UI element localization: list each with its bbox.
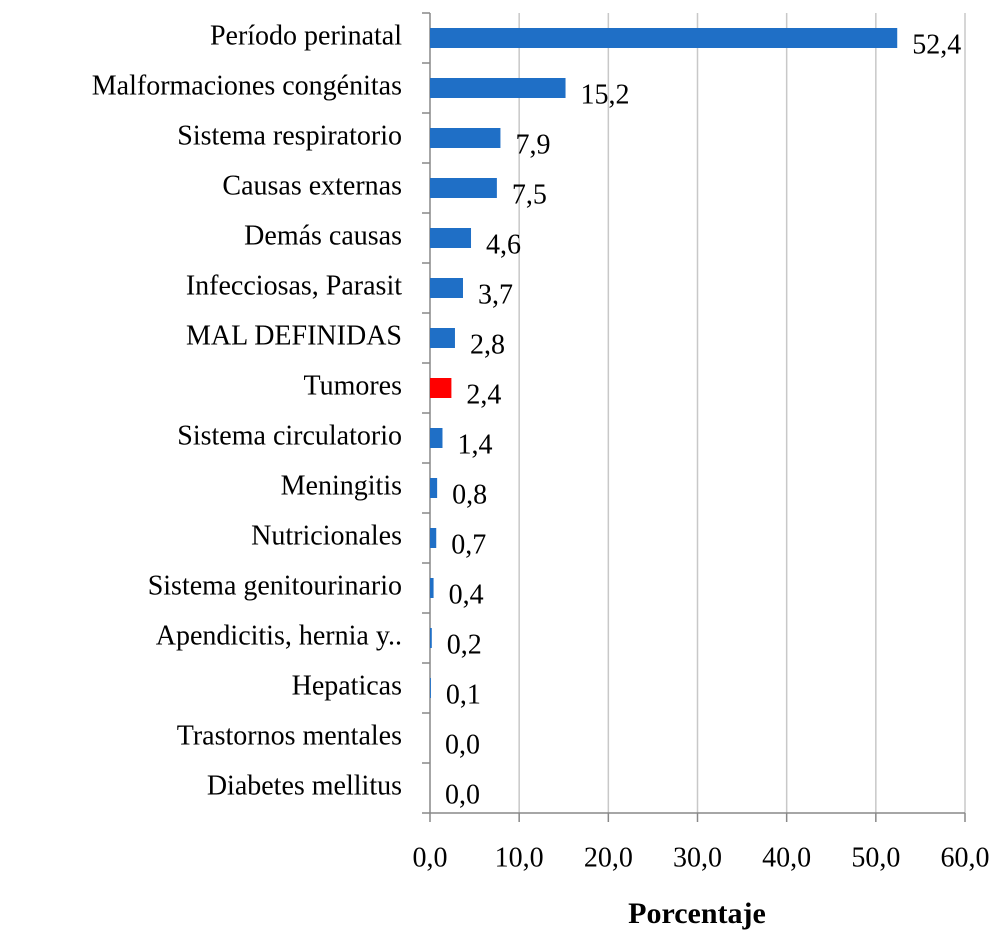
bar xyxy=(430,128,501,148)
bar xyxy=(430,378,452,398)
bar xyxy=(430,78,566,98)
data-label: 0,8 xyxy=(452,479,487,510)
data-label: 4,6 xyxy=(486,229,521,260)
y-tick-label: MAL DEFINIDAS xyxy=(186,320,402,351)
data-label: 1,4 xyxy=(457,429,492,460)
bar xyxy=(430,678,431,698)
x-tick-label: 50,0 xyxy=(851,842,900,873)
y-tick-label: Sistema genitourinario xyxy=(148,570,402,601)
data-label: 7,9 xyxy=(515,129,550,160)
data-label: 0,0 xyxy=(445,779,480,810)
data-label: 3,7 xyxy=(478,279,513,310)
bar xyxy=(430,228,472,248)
y-tick-label: Nutricionales xyxy=(251,520,402,551)
data-label: 0,0 xyxy=(445,729,480,760)
y-tick-label: Sistema respiratorio xyxy=(177,120,402,151)
bar xyxy=(430,528,437,548)
bar xyxy=(430,28,898,48)
data-label: 2,4 xyxy=(466,379,501,410)
data-label: 0,4 xyxy=(449,579,484,610)
y-tick-label: Tumores xyxy=(303,370,402,401)
y-tick-label: Período perinatal xyxy=(210,20,402,51)
data-label: 2,8 xyxy=(470,329,505,360)
data-label: 0,1 xyxy=(446,679,481,710)
bar xyxy=(430,578,434,598)
data-label: 0,7 xyxy=(451,529,486,560)
x-tick-label: 0,0 xyxy=(413,842,448,873)
y-tick-label: Infecciosas, Parasit xyxy=(186,270,402,301)
y-tick-label: Meningitis xyxy=(281,470,402,501)
y-tick-label: Malformaciones congénitas xyxy=(92,70,402,101)
y-tick-label: Apendicitis, hernia y.. xyxy=(156,620,402,651)
data-label: 0,2 xyxy=(447,629,482,660)
x-tick-label: 10,0 xyxy=(495,842,544,873)
data-label: 52,4 xyxy=(912,29,961,60)
x-tick-label: 20,0 xyxy=(584,842,633,873)
data-label: 7,5 xyxy=(512,179,547,210)
x-tick-label: 40,0 xyxy=(762,842,811,873)
bar xyxy=(430,628,432,648)
y-tick-label: Trastornos mentales xyxy=(177,720,402,751)
data-label: 15,2 xyxy=(581,79,630,110)
bar xyxy=(430,428,443,448)
y-tick-label: Diabetes mellitus xyxy=(207,770,402,801)
x-axis-title: Porcentaje xyxy=(628,897,766,930)
y-tick-label: Causas externas xyxy=(222,170,402,201)
y-tick-label: Hepaticas xyxy=(292,670,402,701)
bar xyxy=(430,178,497,198)
bar xyxy=(430,328,455,348)
y-tick-label: Demás causas xyxy=(244,220,402,251)
bar xyxy=(430,278,463,298)
y-tick-label: Sistema circulatorio xyxy=(177,420,402,451)
x-tick-label: 30,0 xyxy=(673,842,722,873)
x-tick-label: 60,0 xyxy=(941,842,990,873)
bar xyxy=(430,478,438,498)
